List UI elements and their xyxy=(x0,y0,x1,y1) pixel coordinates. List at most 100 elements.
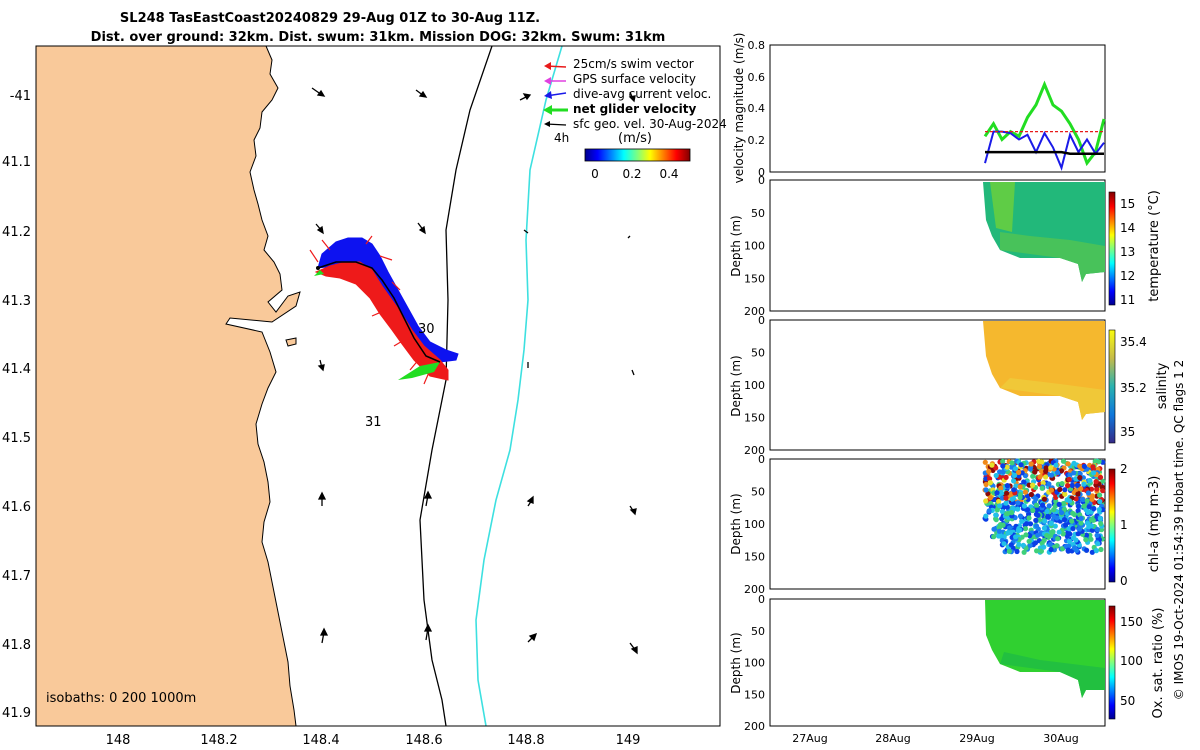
land-mass xyxy=(36,46,301,726)
chla-sample xyxy=(993,516,999,522)
velocity-line-net-glider-velocity xyxy=(983,80,1106,167)
chla-sample xyxy=(1077,471,1083,477)
isobath-label: isobaths: 0 200 1000m xyxy=(46,691,196,706)
depth-tick: 0 xyxy=(758,314,765,327)
chla-sample xyxy=(1088,486,1095,492)
map-xtick: 148.6 xyxy=(405,733,442,748)
map-ytick: 41.9 xyxy=(2,706,31,721)
depth-tick: 0 xyxy=(758,174,765,187)
chla-sample xyxy=(1016,542,1022,548)
depth-ticks: 0501001502000501001502000501001502000501… xyxy=(744,174,765,733)
chla-sample xyxy=(1076,526,1083,532)
temp-cbtick: 15 xyxy=(1120,197,1135,211)
chla-sample xyxy=(1043,474,1049,480)
chla-sample xyxy=(1048,465,1054,471)
geo-velocity-arrows xyxy=(311,87,638,655)
depth-tick: 0 xyxy=(758,453,765,466)
chla-sample xyxy=(1052,523,1058,529)
temp-cblabel: temperature (°C) xyxy=(1147,190,1162,302)
chla-sample xyxy=(1075,508,1081,514)
chla-sample xyxy=(1100,478,1106,484)
chla-sample xyxy=(1020,542,1026,548)
map-xtick: 148.2 xyxy=(200,733,237,748)
chla-sample xyxy=(1030,473,1036,479)
depth-tick: 150 xyxy=(744,551,765,564)
chla-sample xyxy=(1041,496,1047,502)
chla-sample xyxy=(1066,498,1073,504)
chla-sample xyxy=(1084,498,1090,504)
chla-sample xyxy=(1046,533,1052,539)
chla-sample xyxy=(1035,512,1041,518)
chla-sample xyxy=(1039,485,1045,491)
chla-sample xyxy=(1039,459,1045,465)
sal-cbtick: 35.4 xyxy=(1120,335,1147,349)
chla-sample xyxy=(1050,513,1056,519)
chla-sample xyxy=(1075,491,1081,497)
isobath-1000m xyxy=(475,46,563,726)
chla-sample xyxy=(1015,506,1021,512)
chla-sample xyxy=(1062,491,1068,497)
map-ytick: 41.3 xyxy=(2,294,31,309)
depth-tick: 50 xyxy=(751,486,765,499)
map-ytick: 41.2 xyxy=(2,225,31,240)
map-legend: 25cm/s swim vector GPS surface velocity … xyxy=(543,57,727,131)
day-label-30: 30 xyxy=(418,322,435,337)
chla-sample xyxy=(1088,517,1095,523)
map-xtick: 148.4 xyxy=(302,733,339,748)
velocity-line-dive-avg-current-veloc- xyxy=(984,130,1105,171)
chla-sample xyxy=(1065,483,1071,489)
chla-sample xyxy=(1074,482,1081,488)
chla-sample xyxy=(1006,525,1013,531)
chla-sample xyxy=(1059,510,1065,516)
glider-track-line xyxy=(317,261,441,363)
chla-sample xyxy=(1012,472,1018,478)
chla-sample xyxy=(1005,530,1011,536)
chla-sample xyxy=(986,468,992,474)
depth-tick: 200 xyxy=(744,720,765,733)
chla-sample xyxy=(1009,509,1015,516)
chla-sample xyxy=(1047,541,1053,548)
chla-sample xyxy=(1017,491,1023,498)
chla-sample xyxy=(1093,548,1099,554)
chla-sample xyxy=(1024,493,1031,499)
chla-sample xyxy=(1037,474,1043,480)
chla-sample xyxy=(1046,481,1052,487)
time-tick: 28Aug xyxy=(875,732,910,745)
map-xtick: 148.8 xyxy=(507,733,544,748)
chla-sample xyxy=(1061,517,1068,523)
chla-sample xyxy=(1096,459,1102,465)
chla-sample xyxy=(998,485,1004,491)
net-glider-velocity xyxy=(398,362,440,380)
chla-sample xyxy=(1018,462,1024,468)
chla-sample xyxy=(1097,515,1103,522)
colorbar-tick: 0.2 xyxy=(622,167,641,181)
vel-ytick: 0 xyxy=(758,166,765,179)
chla-sample xyxy=(1045,514,1052,520)
depth-tick: 200 xyxy=(744,444,765,457)
map-ytick: 41.1 xyxy=(2,155,31,170)
chla-sample xyxy=(1056,501,1062,507)
chla-sample xyxy=(1003,500,1009,506)
map-ytick: 41.7 xyxy=(2,569,31,584)
chla-sample xyxy=(993,472,999,479)
chla-sample xyxy=(1013,534,1019,540)
chla-sample xyxy=(1040,502,1046,508)
chla-section xyxy=(982,458,1106,555)
time-tick: 29Aug xyxy=(959,732,994,745)
chla-sample xyxy=(1000,458,1006,465)
chla-sample xyxy=(1073,537,1079,543)
chla-sample xyxy=(1071,470,1077,476)
hour-label: 4h xyxy=(554,131,569,145)
map-ytick: 41.8 xyxy=(2,638,31,653)
chla-sample xyxy=(1097,492,1103,498)
chla-sample xyxy=(1089,493,1096,499)
depth-tick: 100 xyxy=(744,518,765,531)
depth-tick: 200 xyxy=(744,583,765,596)
ox-cbtick: 150 xyxy=(1120,615,1143,629)
chla-sample xyxy=(1087,477,1093,484)
chla-cbtick: 1 xyxy=(1120,518,1128,532)
chla-sample xyxy=(1094,486,1100,492)
map-ytick: 41.5 xyxy=(2,431,31,446)
chla-sample xyxy=(1066,476,1072,482)
